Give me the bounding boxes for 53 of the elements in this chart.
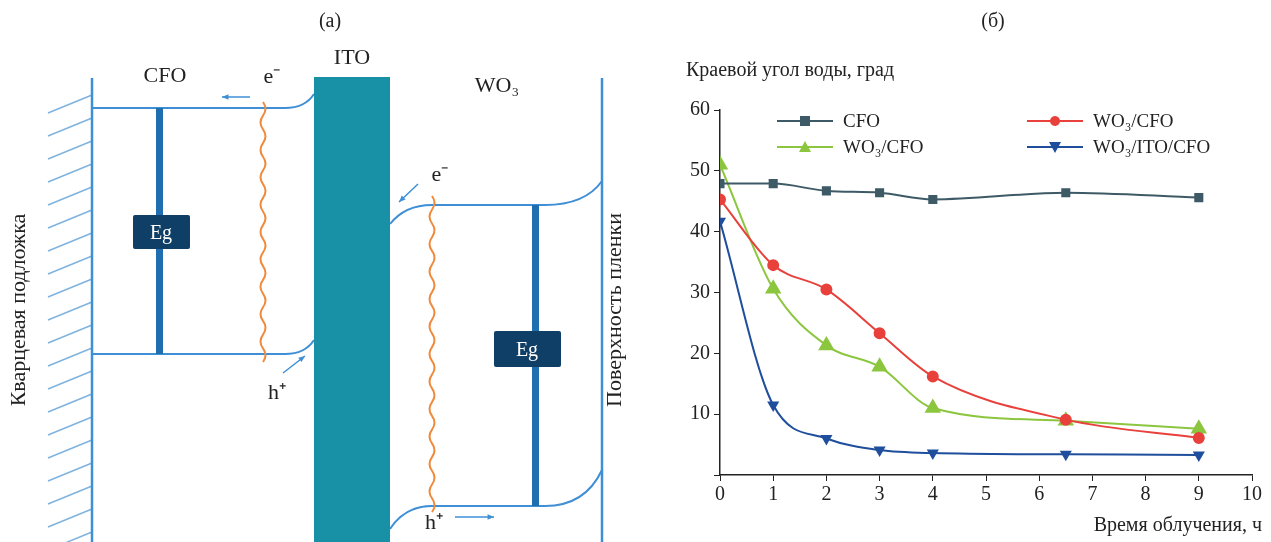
- y-tick-label: 10: [690, 401, 710, 424]
- x-tick-label: 3: [874, 482, 885, 505]
- x-axis-title: Время облучения, ч: [1093, 513, 1262, 536]
- y-tick-label: 60: [690, 97, 710, 120]
- point: [767, 259, 780, 272]
- text: Кварцевая подложка: [5, 213, 30, 407]
- x-tick-label: 1: [768, 482, 779, 505]
- point: [768, 179, 778, 189]
- legend-label: WO₃/CFO: [1093, 110, 1174, 132]
- point: [1192, 431, 1205, 444]
- y-axis-title: Краевой угол воды, град: [686, 58, 895, 81]
- y-tick-label: 50: [690, 158, 710, 181]
- x-tick-label: 7: [1087, 482, 1098, 505]
- x-tick-label: 0: [715, 482, 725, 505]
- text: h⁺: [268, 379, 286, 404]
- text: ITO: [333, 44, 371, 69]
- chart-title: (б): [980, 9, 1006, 32]
- text: h⁺: [425, 509, 443, 534]
- point: [1193, 451, 1205, 461]
- x-tick-label: 5: [981, 482, 991, 505]
- point: [1060, 450, 1072, 461]
- text: Eg: [149, 221, 173, 243]
- x-tick-label: 6: [1034, 482, 1045, 505]
- x-tick-label: 10: [1242, 482, 1262, 505]
- point: [767, 401, 779, 412]
- x-tick-label: 8: [1140, 482, 1151, 505]
- point: [928, 194, 938, 204]
- legend-label: WO₃/CFO: [843, 136, 924, 158]
- x-tick-label: 2: [821, 482, 832, 505]
- legend-label: CFO: [843, 110, 880, 132]
- text: e⁻: [431, 161, 449, 186]
- point: [1061, 188, 1071, 198]
- point: [875, 188, 885, 198]
- legend-label: WO₃/ITO/CFO: [1093, 136, 1211, 158]
- point: [820, 283, 833, 296]
- x-tick-label: 9: [1193, 482, 1204, 505]
- point: [927, 449, 939, 460]
- text: e⁻: [263, 63, 281, 88]
- text: Поверхность пленки: [601, 213, 626, 407]
- text: WO₃: [474, 72, 520, 97]
- y-tick-label: 30: [690, 279, 710, 302]
- y-tick-label: 20: [690, 340, 710, 363]
- point: [1194, 193, 1204, 203]
- point: [821, 435, 832, 445]
- text: (а): [317, 9, 343, 32]
- y-tick-label: 40: [690, 218, 710, 241]
- point: [926, 370, 939, 383]
- x-tick-label: 4: [927, 482, 938, 505]
- point: [874, 446, 885, 457]
- point: [821, 186, 831, 196]
- text: CFO: [143, 62, 187, 87]
- text: Eg: [515, 338, 539, 360]
- point: [873, 327, 886, 340]
